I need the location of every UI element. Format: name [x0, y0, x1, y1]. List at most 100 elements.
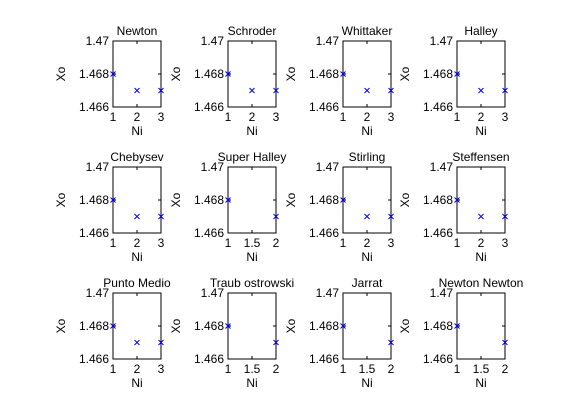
y-tick-label: 1.47 [86, 286, 110, 300]
data-point [502, 339, 508, 346]
y-tick-label: 1.47 [201, 286, 225, 300]
x-tick-label: 2 [364, 236, 371, 250]
data-point [364, 213, 370, 220]
data-point-stroke [364, 213, 370, 220]
y-tick-label: 1.468 [309, 193, 339, 207]
data-point-stroke [158, 87, 164, 94]
x-tick-label: 1 [110, 236, 117, 250]
y-axis-label: Xo [54, 192, 68, 207]
x-tick-label: 2 [502, 362, 509, 376]
x-axis-label: Ni [131, 250, 142, 264]
x-tick-label: 2 [249, 110, 256, 124]
data-point-stroke [249, 87, 255, 94]
y-tick-label: 1.466 [194, 226, 224, 240]
y-tick-label: 1.468 [423, 193, 453, 207]
data-point-stroke [454, 71, 460, 77]
y-tick-label: 1.466 [194, 352, 224, 366]
data-point [454, 197, 460, 203]
subplot-title: Stirling [349, 150, 386, 164]
data-point-stroke [364, 87, 370, 94]
data-point [273, 213, 279, 220]
x-tick-label: 3 [158, 236, 165, 250]
x-tick-label: 1 [110, 110, 117, 124]
x-tick-label: 1.5 [473, 362, 490, 376]
data-point [340, 71, 346, 77]
data-point [249, 87, 255, 94]
axes-box [342, 292, 392, 360]
data-point-stroke [225, 71, 231, 77]
data-point-stroke [110, 197, 116, 203]
data-point [388, 87, 394, 94]
y-tick-label: 1.47 [201, 34, 225, 48]
x-tick-label: 1.5 [359, 362, 376, 376]
data-point-stroke [502, 213, 508, 220]
data-point [478, 87, 484, 94]
y-tick-label: 1.47 [430, 286, 454, 300]
y-tick-label: 1.466 [423, 226, 453, 240]
y-tick-label: 1.466 [309, 226, 339, 240]
x-tick-label: 2 [273, 236, 280, 250]
data-point [110, 71, 116, 77]
x-tick-label: 1 [340, 362, 347, 376]
data-point [158, 339, 164, 346]
data-point-stroke [273, 339, 279, 346]
x-tick-label: 2 [364, 110, 371, 124]
y-tick-label: 1.466 [79, 352, 109, 366]
data-point [340, 323, 346, 329]
y-axis-label: Xo [169, 66, 183, 81]
x-tick-label: 1 [225, 110, 232, 124]
x-axis-label: Ni [131, 376, 142, 390]
y-tick-label: 1.47 [316, 160, 340, 174]
subplot-title: Steffensen [452, 150, 509, 164]
x-axis-label: Ni [246, 124, 257, 138]
data-point [388, 339, 394, 346]
y-tick-label: 1.468 [194, 319, 224, 333]
x-tick-label: 3 [502, 110, 509, 124]
data-point [502, 213, 508, 220]
data-point [225, 323, 231, 329]
x-tick-label: 1 [454, 362, 461, 376]
data-point [454, 323, 460, 329]
y-tick-label: 1.47 [316, 286, 340, 300]
axes-box [112, 166, 162, 234]
y-tick-label: 1.466 [309, 352, 339, 366]
y-tick-label: 1.466 [194, 100, 224, 114]
axes-box [227, 40, 277, 108]
y-tick-label: 1.47 [430, 34, 454, 48]
y-tick-label: 1.466 [423, 352, 453, 366]
data-point-stroke [134, 339, 140, 346]
data-point [158, 213, 164, 220]
x-tick-label: 3 [158, 362, 165, 376]
x-tick-label: 2 [134, 110, 141, 124]
data-point [110, 323, 116, 329]
x-tick-label: 2 [478, 236, 485, 250]
y-tick-label: 1.47 [201, 160, 225, 174]
axes-box [456, 292, 506, 360]
x-axis-label: Ni [361, 124, 372, 138]
x-tick-label: 3 [388, 110, 395, 124]
data-point [134, 87, 140, 94]
x-tick-label: 2 [134, 236, 141, 250]
data-point [225, 71, 231, 77]
y-tick-label: 1.466 [79, 226, 109, 240]
x-tick-label: 1 [340, 110, 347, 124]
data-point-stroke [388, 87, 394, 94]
x-tick-label: 2 [388, 362, 395, 376]
subplot-title: Super Halley [218, 150, 287, 164]
data-point-stroke [110, 323, 116, 329]
data-point-stroke [158, 339, 164, 346]
y-tick-label: 1.47 [86, 34, 110, 48]
axes-box [112, 292, 162, 360]
data-point-stroke [340, 323, 346, 329]
x-tick-label: 1 [454, 110, 461, 124]
y-tick-label: 1.468 [423, 319, 453, 333]
x-tick-label: 1 [340, 236, 347, 250]
y-tick-label: 1.466 [423, 100, 453, 114]
